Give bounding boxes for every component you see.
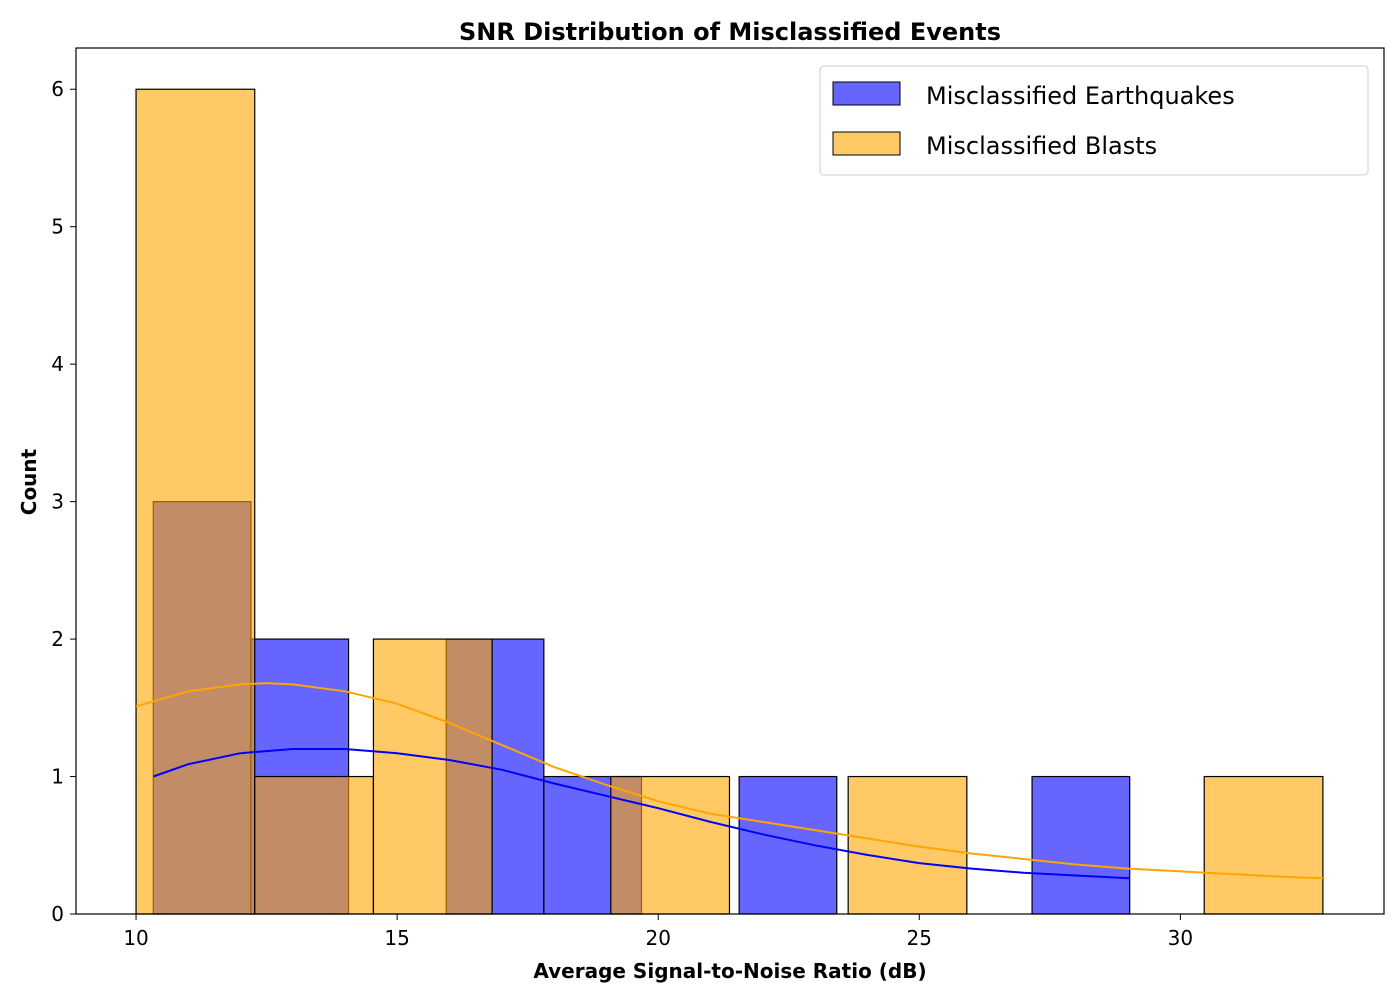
x-axis-label: Average Signal-to-Noise Ratio (dB) [533,959,926,983]
y-tick-label: 1 [51,765,64,789]
x-tick-label: 10 [123,926,148,950]
x-tick-label: 25 [907,926,932,950]
legend: Misclassified Earthquakes Misclassified … [819,65,1369,176]
chart-title: SNR Distribution of Misclassified Events [459,18,1001,46]
y-tick-label: 3 [51,490,64,514]
y-axis-label: Count [17,448,41,515]
y-tick-label: 5 [51,215,64,239]
legend-frame [819,65,1369,176]
kde-curve-earthquakes [152,748,1130,880]
legend-swatch-earthquakes [832,81,901,106]
bar-blasts-4 [610,775,731,915]
x-tick-label: 15 [384,926,409,950]
y-tick-label: 2 [51,627,64,651]
legend-label-blasts: Misclassified Blasts [926,132,1157,160]
bar-blasts-9 [1203,775,1324,915]
bar-blasts-0 [135,88,256,915]
y-tick-label: 0 [51,902,64,926]
kde-layer [135,682,1323,880]
x-axis: 10 15 20 25 30 [123,914,1193,950]
bar-earthquakes-6 [738,775,838,915]
bar-blasts-2 [372,638,493,915]
x-tick-label: 20 [645,926,670,950]
bars-layer [135,88,1324,915]
x-tick-label: 30 [1168,926,1193,950]
bar-blasts-1 [254,775,375,915]
legend-swatch-blasts [832,131,901,156]
kde-curve-blasts [135,682,1323,880]
y-axis: 0 1 2 3 4 5 6 [51,77,76,926]
bar-earthquakes-9 [1031,775,1131,915]
plot-frame [75,47,1385,915]
y-tick-label: 6 [51,77,64,101]
y-tick-label: 4 [51,352,64,376]
legend-label-earthquakes: Misclassified Earthquakes [926,82,1235,110]
